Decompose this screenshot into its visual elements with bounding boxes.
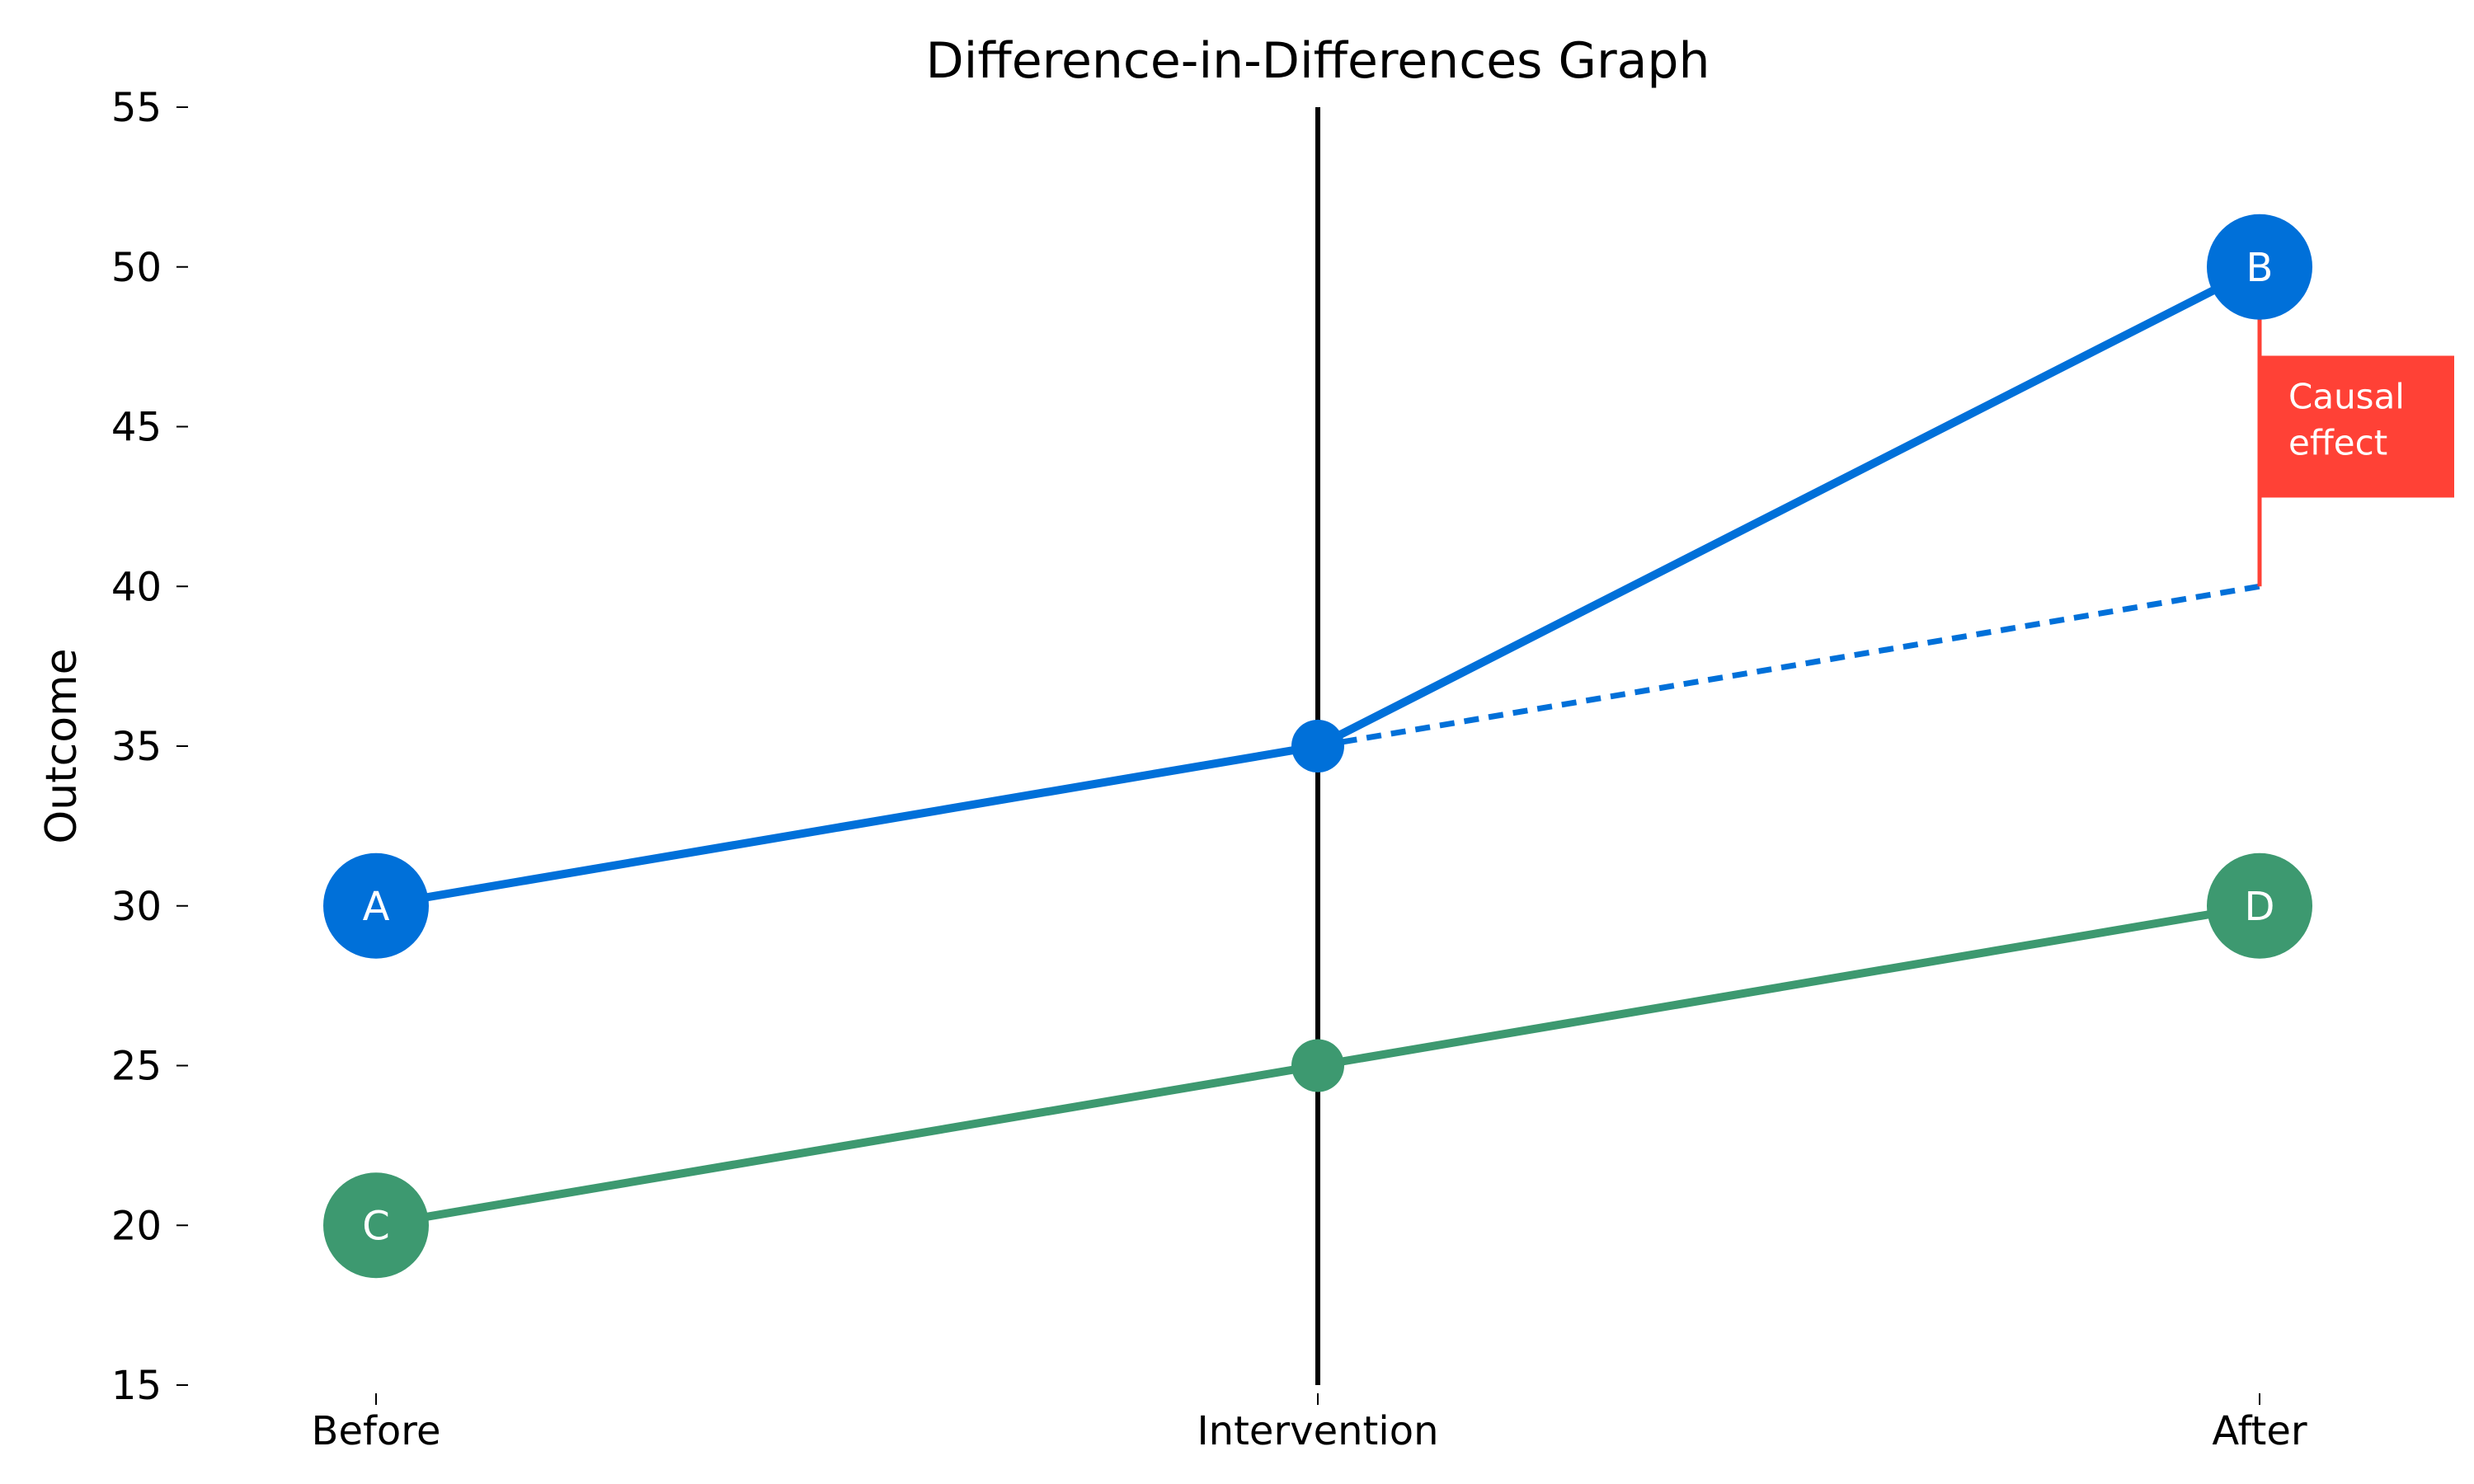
data-point [323, 852, 429, 959]
causal-effect-annotation: Causal effect [2257, 316, 2454, 587]
y-tick-label: 55 [111, 85, 162, 131]
y-tick-label: 30 [111, 884, 162, 930]
x-tick-label: Intervention [1197, 1408, 1439, 1454]
series-points: A B C D [323, 214, 2312, 1279]
y-axis-label: Outcome [37, 648, 87, 843]
point-label: B [2246, 245, 2274, 291]
point-label: A [363, 884, 390, 930]
point-label: D [2245, 884, 2275, 930]
chart-title: Difference-in-Differences Graph [925, 32, 1710, 90]
x-tick-label: After [2212, 1408, 2307, 1454]
effect-label-box [2260, 355, 2454, 498]
data-point [1291, 1039, 1344, 1092]
y-axis: 15 20 25 30 35 40 45 50 55 [111, 85, 188, 1409]
effect-label-text: Causal [2288, 377, 2405, 417]
y-tick-label: 50 [111, 245, 162, 291]
point-label: C [362, 1203, 390, 1249]
counterfactual-line [1317, 583, 2260, 749]
data-point [2207, 852, 2312, 959]
y-tick-label: 35 [111, 724, 162, 770]
x-axis: Before Intervention After [312, 1393, 2307, 1454]
data-point [2207, 214, 2312, 320]
x-tick-label: Before [312, 1408, 441, 1454]
y-tick-label: 25 [111, 1044, 162, 1090]
y-tick-label: 20 [111, 1203, 162, 1249]
y-tick-label: 45 [111, 405, 162, 451]
data-point [323, 1172, 429, 1279]
data-point [1291, 720, 1344, 773]
y-tick-label: 15 [111, 1363, 162, 1409]
effect-label-text: effect [2288, 423, 2387, 463]
y-tick-label: 40 [111, 564, 162, 610]
